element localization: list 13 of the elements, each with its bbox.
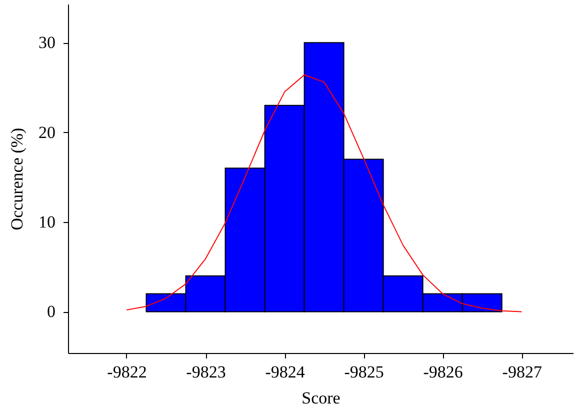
y-tick-label: 30 (38, 33, 56, 52)
y-tick-label: 20 (38, 122, 56, 142)
x-tick-label: -9825 (344, 362, 384, 382)
y-tick-label: 0 (47, 302, 56, 322)
x-tick-label: -9823 (186, 362, 226, 382)
y-tick-label: 10 (38, 212, 56, 232)
y-axis-title: Occurence (%) (8, 128, 26, 230)
x-tick-label: -9824 (265, 362, 306, 382)
x-axis-title: Score (302, 388, 340, 408)
x-tick-label: -9826 (423, 362, 463, 382)
x-tick-label: -9827 (502, 362, 542, 382)
x-tick-label: -9822 (107, 362, 147, 382)
line-series (126, 74, 522, 312)
